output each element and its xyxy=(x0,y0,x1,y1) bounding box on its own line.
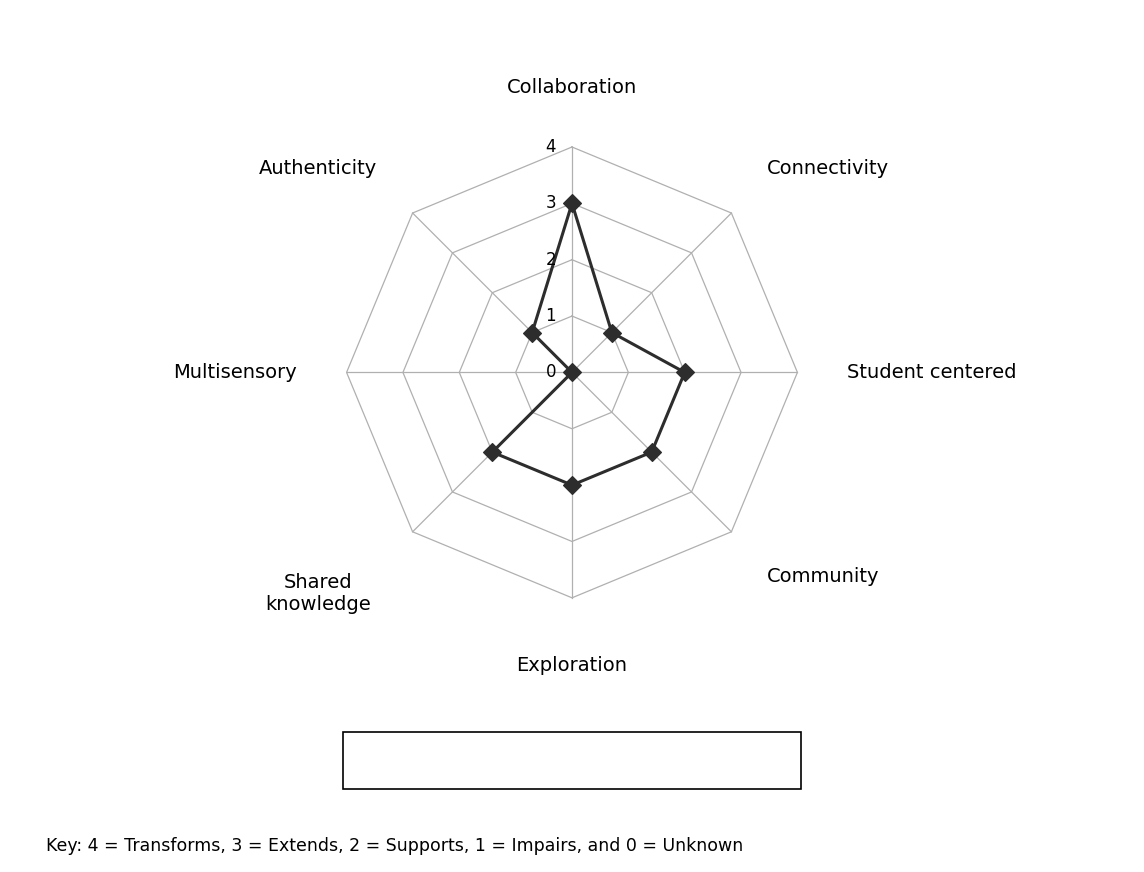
Text: 4: 4 xyxy=(546,138,556,156)
Text: Exploration: Exploration xyxy=(516,657,628,676)
Point xyxy=(603,325,621,339)
Text: Connectivity: Connectivity xyxy=(766,159,889,178)
Text: 1: 1 xyxy=(546,307,556,325)
Point xyxy=(523,325,541,339)
Point xyxy=(483,445,501,459)
Point xyxy=(563,478,581,492)
Text: 0: 0 xyxy=(546,364,556,381)
Text: 2: 2 xyxy=(546,251,556,269)
Legend: Name of AR system: Name of AR system xyxy=(434,741,710,780)
Text: Student centered: Student centered xyxy=(847,363,1017,382)
Text: Authenticity: Authenticity xyxy=(260,159,378,178)
Text: 3: 3 xyxy=(546,194,556,213)
Text: Community: Community xyxy=(766,567,879,586)
Point xyxy=(563,196,581,210)
Text: Key: 4 = Transforms, 3 = Extends, 2 = Supports, 1 = Impairs, and 0 = Unknown: Key: 4 = Transforms, 3 = Extends, 2 = Su… xyxy=(46,836,742,855)
Text: Shared
knowledge: Shared knowledge xyxy=(265,573,371,614)
Text: Multisensory: Multisensory xyxy=(173,363,297,382)
Point xyxy=(676,365,694,379)
Point xyxy=(643,445,661,459)
Point xyxy=(563,365,581,379)
Text: Collaboration: Collaboration xyxy=(507,78,637,98)
